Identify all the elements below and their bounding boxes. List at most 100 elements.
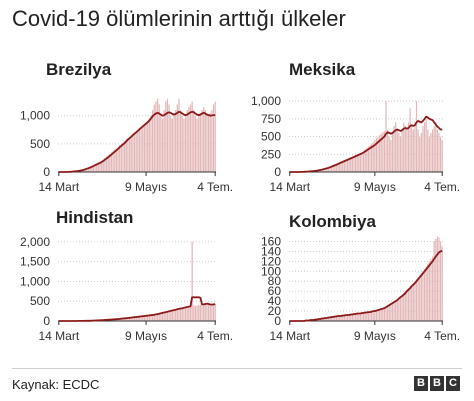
bar: [179, 308, 182, 321]
bar: [115, 148, 118, 172]
panel-title-hindistan: Hindistan: [56, 208, 134, 227]
x-tick-label: 9 Mayıs: [125, 180, 167, 194]
bar: [170, 310, 172, 321]
bar: [100, 160, 103, 172]
y-tick-label: 120: [261, 254, 281, 268]
bar: [439, 241, 442, 321]
bar: [150, 315, 152, 321]
chart-brezilya: 0 500 1,000 14 Mart 9 Mayıs 4 Tem.: [20, 98, 233, 194]
bar: [329, 317, 331, 321]
bar: [201, 304, 203, 321]
bar: [427, 129, 429, 172]
bar: [168, 311, 170, 321]
bar: [147, 315, 149, 321]
x-tick-label: 14 Mart: [269, 180, 310, 194]
bar: [135, 131, 137, 172]
bar: [94, 164, 96, 172]
bar: [419, 275, 421, 321]
bar: [417, 277, 419, 321]
bar: [396, 298, 398, 321]
bar: [189, 104, 192, 172]
bar: [423, 122, 426, 172]
bar: [404, 291, 406, 321]
bar: [412, 129, 414, 172]
bar: [209, 112, 211, 172]
bar: [145, 122, 147, 172]
bar: [375, 137, 378, 172]
bar: [183, 307, 185, 321]
bar: [395, 122, 397, 172]
bar: [128, 317, 131, 321]
bar: [183, 118, 185, 172]
bar: [143, 315, 146, 321]
bar: [362, 312, 365, 321]
bar: [209, 304, 211, 321]
y-tick-label: 80: [268, 274, 282, 288]
bar: [423, 268, 426, 321]
bar: [422, 271, 424, 321]
y-tick-label: 0: [274, 165, 281, 179]
bar: [114, 149, 116, 172]
bar: [356, 154, 358, 172]
chart-hindistan: 0 500 1,000 1,500 2,000 14 Mart 9 Mayıs 4 Tem.: [20, 235, 233, 343]
bar: [87, 167, 90, 172]
panel-title-brezilya: Brezilya: [46, 60, 112, 79]
bar: [132, 133, 134, 172]
bar: [92, 165, 95, 172]
bar: [367, 312, 370, 321]
bar: [422, 125, 424, 172]
bar: [156, 313, 159, 321]
bar: [86, 168, 88, 172]
bar: [171, 118, 174, 172]
bar: [364, 312, 366, 321]
y-tick-label: 20: [268, 304, 282, 318]
bar: [191, 241, 193, 321]
bar: [148, 118, 150, 172]
bar: [391, 302, 394, 321]
bar: [133, 132, 136, 172]
bar: [211, 304, 213, 321]
x-tick-label: 9 Mayıs: [354, 180, 396, 194]
bar: [128, 137, 131, 172]
panel-title-kolombiya: Kolombiya: [289, 212, 376, 231]
bar: [435, 238, 437, 321]
bar: [143, 124, 146, 172]
bar: [175, 110, 177, 172]
bar: [371, 143, 373, 172]
bar: [366, 312, 368, 321]
bar: [354, 154, 357, 172]
y-tick-label: 500: [261, 130, 281, 144]
bar: [359, 152, 361, 172]
bar: [153, 314, 155, 321]
bar: [175, 309, 177, 321]
bar: [160, 115, 162, 172]
y-tick-label: 60: [268, 284, 282, 298]
bar: [109, 153, 111, 172]
bar: [152, 314, 154, 321]
bar: [329, 166, 331, 172]
bar: [326, 167, 328, 172]
x-tick-label: 4 Tem.: [424, 329, 460, 343]
bar: [343, 315, 345, 321]
bar: [212, 304, 215, 321]
bar: [407, 288, 410, 321]
series-line: [289, 250, 443, 322]
y-tick-label: 500: [30, 137, 50, 151]
bar: [427, 263, 429, 321]
bar: [321, 318, 323, 321]
bar: [354, 313, 357, 321]
bbc-logo-letter: C: [446, 376, 460, 391]
bar: [186, 306, 188, 321]
y-tick-label: 160: [261, 234, 281, 248]
bar: [438, 237, 440, 321]
bar: [206, 303, 208, 321]
bar: [127, 317, 129, 321]
bar: [322, 318, 325, 321]
bar: [158, 104, 160, 172]
bar: [419, 136, 421, 172]
bar: [342, 160, 344, 172]
bar: [125, 139, 127, 172]
panel-kolombiya: Kolombiya 0 20 40 60 80 100 120 140 160 14 Mart 9 …: [237, 206, 474, 354]
bar: [84, 168, 86, 172]
bar: [153, 104, 155, 172]
